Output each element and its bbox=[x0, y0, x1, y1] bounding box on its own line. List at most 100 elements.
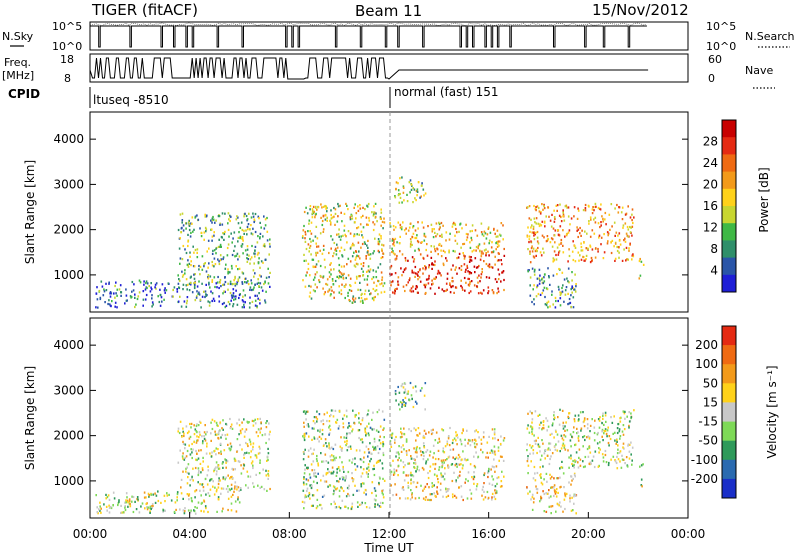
heatmap-cell bbox=[194, 496, 196, 499]
heatmap-cell bbox=[373, 498, 376, 501]
heatmap-cell bbox=[378, 408, 380, 411]
heatmap-cell bbox=[383, 479, 386, 482]
heatmap-cell bbox=[570, 483, 572, 486]
heatmap-cell bbox=[303, 507, 305, 510]
heatmap-cell bbox=[334, 506, 337, 509]
heatmap-cell bbox=[572, 464, 574, 467]
heatmap-cell bbox=[456, 443, 458, 446]
heatmap-cell bbox=[99, 297, 102, 301]
heatmap-cell bbox=[182, 509, 185, 512]
heatmap-cell bbox=[487, 226, 490, 229]
heatmap-cell bbox=[373, 299, 375, 302]
heatmap-cell bbox=[428, 454, 431, 457]
heatmap-cell bbox=[340, 276, 342, 279]
heatmap-cell bbox=[238, 293, 241, 297]
heatmap-cell bbox=[559, 408, 561, 411]
heatmap-cell bbox=[310, 285, 312, 288]
heatmap-cell bbox=[235, 289, 237, 292]
heatmap-cell bbox=[402, 488, 405, 491]
heatmap-cell bbox=[254, 272, 256, 275]
heatmap-cell bbox=[553, 209, 555, 212]
heatmap-cell bbox=[233, 298, 235, 301]
heatmap-cell bbox=[321, 206, 323, 209]
heatmap-cell bbox=[314, 206, 317, 209]
heatmap-cell bbox=[440, 244, 443, 247]
heatmap-cell bbox=[265, 290, 267, 293]
heatmap-cell bbox=[411, 184, 413, 187]
heatmap-cell bbox=[497, 287, 499, 290]
heatmap-cell bbox=[265, 441, 267, 445]
heatmap-cell bbox=[182, 430, 184, 433]
heatmap-cell bbox=[269, 430, 271, 433]
heatmap-cell bbox=[441, 463, 444, 466]
heatmap-cell bbox=[224, 458, 226, 461]
heatmap-cell bbox=[442, 447, 445, 450]
heatmap-cell bbox=[205, 294, 207, 297]
heatmap-cell bbox=[549, 219, 552, 222]
heatmap-cell bbox=[457, 475, 460, 478]
heatmap-cell bbox=[560, 238, 563, 242]
heatmap-cell bbox=[423, 194, 425, 197]
heatmap-cell bbox=[367, 265, 370, 268]
heatmap-cell bbox=[351, 477, 353, 480]
heatmap-cell bbox=[318, 280, 321, 284]
heatmap-cell bbox=[452, 221, 455, 224]
heatmap-cell bbox=[190, 260, 192, 263]
heatmap-cell bbox=[246, 233, 248, 236]
heatmap-cell bbox=[330, 209, 332, 212]
heatmap-cell bbox=[201, 501, 203, 504]
heatmap-cell bbox=[257, 428, 260, 431]
heatmap-cell bbox=[233, 295, 235, 298]
heatmap-cell bbox=[532, 231, 535, 234]
heatmap-cell bbox=[326, 445, 328, 448]
heatmap-cell bbox=[328, 275, 331, 278]
heatmap-cell bbox=[301, 500, 304, 503]
heatmap-cell bbox=[218, 477, 220, 480]
heatmap-cell bbox=[569, 223, 571, 226]
heatmap-cell bbox=[553, 418, 555, 421]
heatmap-cell bbox=[476, 285, 478, 288]
heatmap-cell bbox=[326, 419, 328, 423]
heatmap-cell bbox=[544, 457, 546, 460]
heatmap-cell bbox=[617, 458, 620, 461]
heatmap-cell bbox=[408, 399, 411, 402]
heatmap-cell bbox=[463, 276, 466, 280]
heatmap-cell bbox=[219, 243, 222, 246]
heatmap-cell bbox=[572, 509, 574, 512]
heatmap-cell bbox=[485, 262, 488, 266]
heatmap-cell bbox=[204, 295, 206, 299]
heatmap-cell bbox=[234, 485, 236, 488]
heatmap-cell bbox=[201, 282, 203, 285]
heatmap-cell bbox=[124, 505, 126, 508]
heatmap-cell bbox=[540, 497, 543, 500]
heatmap-cell bbox=[381, 410, 384, 413]
heatmap-cell bbox=[173, 510, 176, 514]
heatmap-cell bbox=[249, 288, 251, 291]
heatmap-cell bbox=[441, 461, 443, 464]
heatmap-cell bbox=[308, 246, 311, 249]
heatmap-cell bbox=[452, 249, 455, 253]
heatmap-cell bbox=[375, 429, 378, 432]
heatmap-cell bbox=[468, 260, 471, 263]
heatmap-cell bbox=[531, 267, 534, 270]
heatmap-cell bbox=[340, 436, 342, 439]
heatmap-cell bbox=[399, 250, 401, 253]
heatmap-cell bbox=[377, 238, 380, 241]
heatmap-cell bbox=[351, 461, 353, 464]
heatmap-cell bbox=[356, 233, 358, 236]
heatmap-cell bbox=[423, 283, 425, 286]
heatmap-cell bbox=[345, 495, 348, 498]
heatmap-cell bbox=[467, 270, 469, 273]
heatmap-cell bbox=[467, 471, 470, 474]
heatmap-cell bbox=[186, 493, 189, 496]
x-tick-label: 00:00 bbox=[671, 527, 706, 541]
heatmap-cell bbox=[374, 446, 377, 449]
heatmap-cell bbox=[409, 381, 412, 385]
heatmap-cell bbox=[207, 465, 209, 468]
heatmap-cell bbox=[497, 449, 500, 452]
heatmap-cell bbox=[185, 222, 188, 225]
heatmap-cell bbox=[558, 251, 560, 254]
heatmap-cell bbox=[373, 281, 375, 284]
heatmap-cell bbox=[180, 478, 183, 481]
heatmap-cell bbox=[151, 297, 153, 300]
